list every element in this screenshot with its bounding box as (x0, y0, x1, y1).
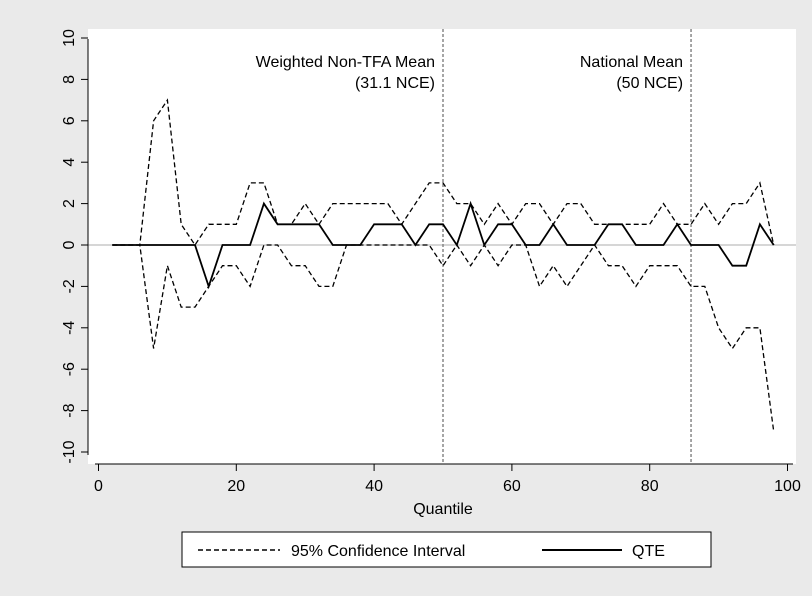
y-tick-label: 8 (61, 75, 78, 84)
y-tick-label: 4 (61, 158, 78, 167)
legend-qte-label: QTE (632, 543, 665, 560)
y-tick-label: -2 (61, 279, 78, 293)
x-tick-label: 20 (227, 478, 245, 495)
ci-upper-line (112, 98, 775, 247)
x-axis-title: Quantile (413, 501, 473, 518)
y-tick-label: -4 (61, 321, 78, 335)
reference-label-2-line1: National Mean (580, 54, 683, 71)
y-tick-label: -6 (61, 362, 78, 376)
ci-lower-line (112, 243, 775, 432)
y-tick-label: 6 (61, 116, 78, 125)
plot-area (88, 29, 796, 464)
y-tick-label: 0 (61, 240, 78, 249)
y-tick-label: -8 (61, 403, 78, 417)
x-tick-label: 100 (774, 478, 801, 495)
legend-ci-label: 95% Confidence Interval (291, 543, 465, 560)
x-tick-label: 0 (94, 478, 103, 495)
reference-label-1-line1: Weighted Non-TFA Mean (256, 54, 435, 71)
y-tick-label: 2 (61, 199, 78, 208)
reference-label-1-line2: (31.1 NCE) (355, 75, 435, 92)
x-tick-label: 80 (641, 478, 659, 495)
qte-line (112, 200, 775, 290)
y-tick-label: -10 (61, 440, 78, 463)
x-tick-label: 40 (365, 478, 383, 495)
y-tick-label: 10 (61, 29, 78, 47)
legend: 95% Confidence Interval QTE (181, 531, 712, 568)
x-tick-label: 60 (503, 478, 521, 495)
reference-label-2-line2: (50 NCE) (616, 75, 683, 92)
